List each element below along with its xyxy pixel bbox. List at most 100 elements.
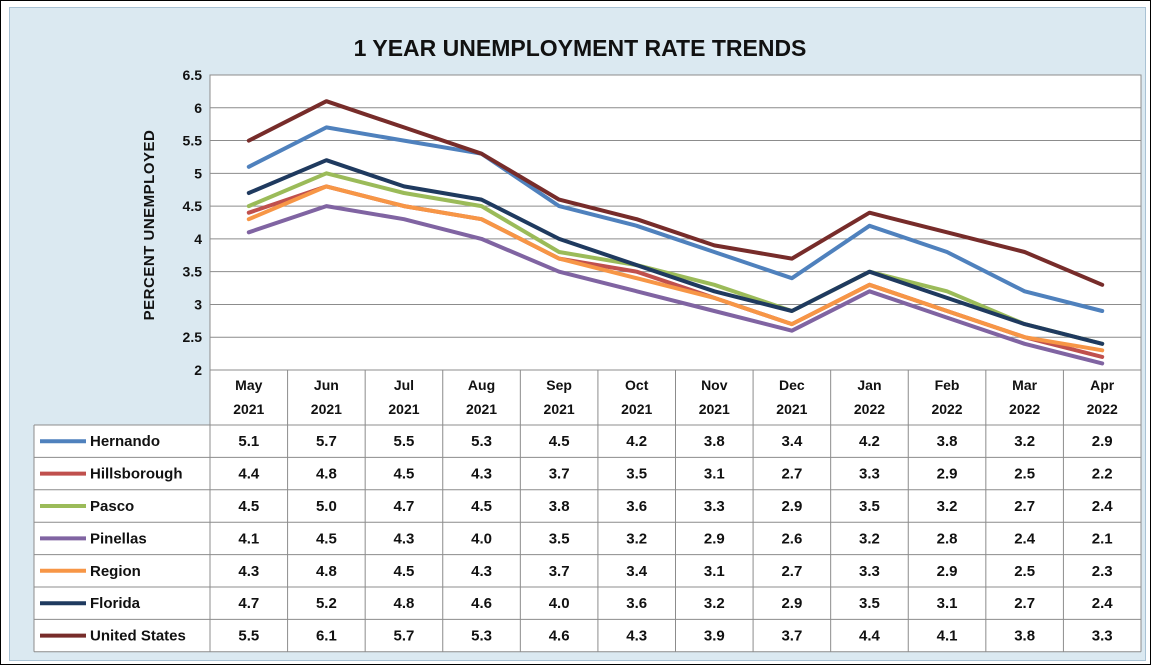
table-cell-value: 4.3 — [238, 563, 259, 580]
x-tick-label-year: 2022 — [1087, 401, 1118, 417]
table-cell-value: 5.3 — [471, 433, 492, 450]
table-body-bg — [34, 425, 1141, 652]
table-cell-value: 4.3 — [626, 628, 647, 645]
x-tick-label-year: 2021 — [233, 401, 264, 417]
table-cell-value: 4.0 — [471, 530, 492, 547]
series-line-florida — [246, 158, 1105, 346]
table-cell-value: 3.6 — [626, 595, 647, 612]
table-cell-value: 2.9 — [781, 498, 802, 515]
x-tick-label-year: 2022 — [854, 401, 885, 417]
table-cell-value: 3.4 — [626, 563, 648, 580]
series-name-label: Pasco — [90, 498, 134, 515]
series-line-united-states — [246, 99, 1105, 287]
table-cell-value: 4.8 — [316, 466, 337, 483]
table-cell-value: 3.4 — [781, 433, 803, 450]
table-cell-value: 3.8 — [937, 433, 958, 450]
table-cell-value: 3.7 — [781, 628, 802, 645]
series-line-region — [246, 184, 1105, 353]
y-tick-label: 3.5 — [183, 264, 203, 280]
table-cell-value: 4.8 — [316, 563, 337, 580]
table-cell-value: 2.4 — [1092, 595, 1114, 612]
table-cell-value: 2.5 — [1014, 466, 1035, 483]
table-cell-value: 3.3 — [1092, 628, 1113, 645]
table-cell-value: 2.1 — [1092, 530, 1113, 547]
table-cell-value: 2.7 — [1014, 498, 1035, 515]
table-cell-value: 4.5 — [394, 563, 415, 580]
table-cell-value: 4.1 — [937, 628, 958, 645]
table-cell-value: 3.2 — [859, 530, 880, 547]
table-cell-value: 3.2 — [704, 595, 725, 612]
table-cell-value: 3.1 — [704, 563, 725, 580]
table-cell-value: 4.5 — [316, 530, 337, 547]
table-cell-value: 4.5 — [549, 433, 570, 450]
table-cell-value: 2.9 — [781, 595, 802, 612]
table-cell-value: 3.2 — [937, 498, 958, 515]
table-cell-value: 3.6 — [626, 498, 647, 515]
table-cell-value: 4.3 — [471, 466, 492, 483]
series-line-pasco — [246, 171, 1105, 346]
x-tick-label-year: 2021 — [388, 401, 419, 417]
table-cell-value: 2.4 — [1092, 498, 1114, 515]
table-cell-value: 2.3 — [1092, 563, 1113, 580]
x-tick-label-month: Jul — [394, 377, 414, 393]
table-cell-value: 4.8 — [394, 595, 415, 612]
table-cell-value: 3.1 — [704, 466, 725, 483]
table-cell-value: 3.5 — [859, 595, 880, 612]
table-cell-value: 4.0 — [549, 595, 570, 612]
x-tick-label-month: Jun — [314, 377, 339, 393]
table-cell-value: 2.4 — [1014, 530, 1036, 547]
table-cell-value: 2.9 — [937, 466, 958, 483]
table-cell-value: 2.5 — [1014, 563, 1035, 580]
table-cell-value: 3.2 — [1014, 433, 1035, 450]
series-line-hernando — [246, 125, 1105, 313]
series-name-label: United States — [90, 628, 186, 645]
table-cell-value: 3.7 — [549, 563, 570, 580]
table-cell-value: 4.5 — [471, 498, 492, 515]
table-cell-value: 4.1 — [238, 530, 259, 547]
x-tick-label-month: May — [235, 377, 262, 393]
series-line-pinellas — [246, 204, 1105, 366]
series-name-label: Florida — [90, 595, 141, 612]
table-cell-value: 2.9 — [937, 563, 958, 580]
x-tick-label-month: Oct — [625, 377, 649, 393]
table-cell-value: 4.5 — [238, 498, 259, 515]
x-tick-label-month: Apr — [1090, 377, 1115, 393]
x-tick-label-year: 2021 — [311, 401, 342, 417]
x-tick-label-month: Dec — [779, 377, 805, 393]
series-name-label: Hernando — [90, 433, 160, 450]
y-tick-label: 4.5 — [183, 198, 203, 214]
table-cell-value: 3.2 — [626, 530, 647, 547]
x-tick-label-month: Sep — [546, 377, 572, 393]
table-cell-value: 2.7 — [1014, 595, 1035, 612]
table-cell-value: 2.8 — [937, 530, 958, 547]
table-cell-value: 3.8 — [549, 498, 570, 515]
table-cell-value: 4.3 — [471, 563, 492, 580]
table-cell-value: 3.7 — [549, 466, 570, 483]
table-cell-value: 3.3 — [859, 466, 880, 483]
table-cell-value: 5.5 — [238, 628, 259, 645]
series-name-label: Region — [90, 563, 141, 580]
table-cell-value: 3.5 — [859, 498, 880, 515]
x-tick-label-year: 2021 — [544, 401, 575, 417]
plot-area — [209, 74, 1142, 371]
x-tick-label-year: 2021 — [621, 401, 652, 417]
x-tick-label-year: 2021 — [699, 401, 730, 417]
x-tick-label-month: Jan — [857, 377, 881, 393]
x-tick-label-month: Mar — [1012, 377, 1037, 393]
table-cell-value: 4.4 — [859, 628, 881, 645]
table-cell-value: 3.1 — [937, 595, 958, 612]
table-cell-value: 3.8 — [1014, 628, 1035, 645]
table-cell-value: 2.2 — [1092, 466, 1113, 483]
table-cell-value: 3.5 — [549, 530, 570, 547]
y-tick-label: 3 — [194, 296, 202, 312]
table-cell-value: 3.8 — [704, 433, 725, 450]
table-cell-value: 6.1 — [316, 628, 337, 645]
y-axis-label: PERCENT UNEMPLOYED — [141, 130, 158, 321]
series-name-label: Pinellas — [90, 530, 147, 547]
table-cell-value: 5.2 — [316, 595, 337, 612]
table-cell-value: 5.0 — [316, 498, 337, 515]
y-tick-label: 5 — [194, 165, 202, 181]
table-cell-value: 4.5 — [394, 466, 415, 483]
table-cell-value: 3.9 — [704, 628, 725, 645]
table-cell-value: 2.7 — [781, 563, 802, 580]
